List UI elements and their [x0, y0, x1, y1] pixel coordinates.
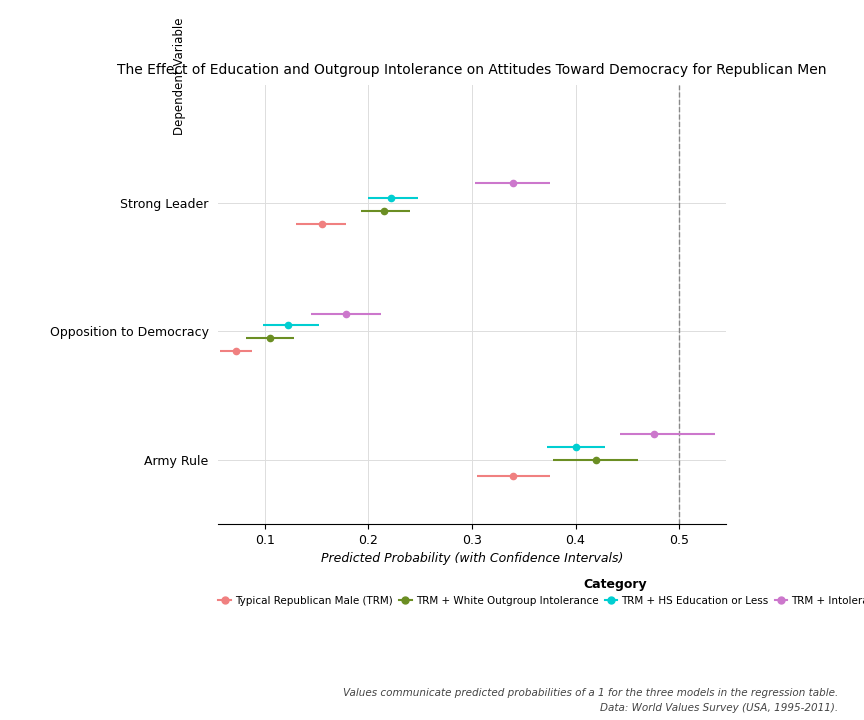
X-axis label: Predicted Probability (with Confidence Intervals): Predicted Probability (with Confidence I… [321, 552, 623, 565]
Title: The Effect of Education and Outgroup Intolerance on Attitudes Toward Democracy f: The Effect of Education and Outgroup Int… [118, 63, 827, 77]
Text: Data: World Values Survey (USA, 1995-2011).: Data: World Values Survey (USA, 1995-201… [600, 703, 838, 713]
Legend: Typical Republican Male (TRM), TRM + White Outgroup Intolerance, TRM + HS Educat: Typical Republican Male (TRM), TRM + Whi… [219, 577, 864, 606]
Text: Values communicate predicted probabilities of a 1 for the three models in the re: Values communicate predicted probabiliti… [343, 688, 838, 698]
Text: Dependent Variable: Dependent Variable [173, 17, 186, 135]
